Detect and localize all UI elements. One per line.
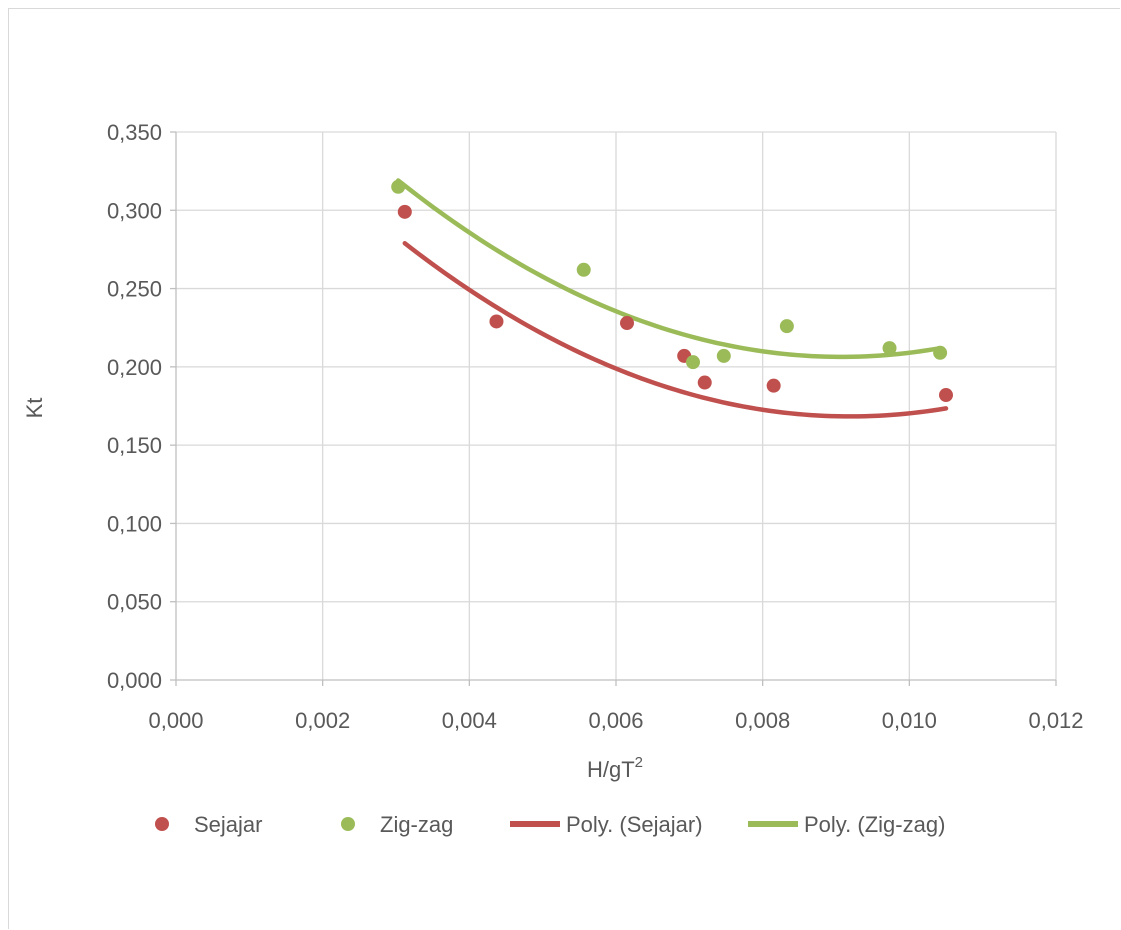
trendline-poly-zig-zag [395, 178, 943, 360]
data-point-sejajar [766, 378, 781, 393]
legend: Sejajar Zig-zag Poly. (Sejajar) Poly. (Zig-… [155, 812, 945, 837]
axes [170, 131, 1057, 686]
y-tick-label: 0,100 [107, 511, 162, 536]
y-tick-label: 0,300 [107, 198, 162, 223]
data-point-zig-zag [391, 179, 406, 194]
data-point-zig-zag [779, 319, 794, 334]
data-point-sejajar [620, 316, 634, 331]
legend-label-zig-zag: Zig-zag [380, 812, 453, 837]
y-axis-title: Kt [22, 398, 47, 419]
x-tick-label: 0,012 [1028, 708, 1083, 733]
trendline-poly-sejajar [402, 241, 949, 419]
data-point-zig-zag [933, 345, 948, 360]
data-point-zig-zag [686, 355, 700, 370]
x-axis-title-main: H/gT [587, 757, 635, 782]
y-tick-label: 0,000 [107, 668, 162, 693]
y-tick-label: 0,050 [107, 590, 162, 615]
x-tick-label: 0,004 [442, 708, 497, 733]
legend-label-poly-sejajar: Poly. (Sejajar) [566, 812, 703, 837]
chart-frame [8, 8, 1120, 929]
data-points [391, 179, 953, 403]
data-point-zig-zag [716, 348, 731, 363]
data-point-sejajar [697, 375, 712, 390]
x-tick-label: 0,002 [295, 708, 350, 733]
y-tick-label: 0,350 [107, 120, 162, 145]
y-tick-label: 0,250 [107, 277, 162, 302]
data-point-sejajar [939, 388, 953, 403]
x-tick-label: 0,006 [588, 708, 643, 733]
data-point-sejajar [397, 204, 412, 219]
legend-label-sejajar: Sejajar [194, 812, 262, 837]
x-tick-label: 0,000 [148, 708, 203, 733]
data-point-sejajar [489, 314, 504, 329]
x-axis-title-sup: 2 [635, 754, 643, 771]
legend-marker-zig-zag [341, 817, 355, 831]
y-tick-label: 0,200 [107, 355, 162, 380]
x-tick-label: 0,010 [882, 708, 937, 733]
grid-lines [176, 131, 1057, 680]
trendlines [395, 178, 949, 419]
legend-marker-sejajar [155, 817, 169, 831]
tick-labels: 0,000 0,050 0,100 0,150 0,200 0,250 0,300 0,350… [107, 120, 1084, 733]
y-tick-label: 0,150 [107, 433, 162, 458]
legend-label-poly-zig-zag: Poly. (Zig-zag) [804, 812, 945, 837]
data-point-zig-zag [576, 262, 591, 277]
x-tick-label: 0,008 [735, 708, 790, 733]
x-axis-title: H/gT2 [587, 754, 643, 782]
data-point-zig-zag [882, 341, 897, 356]
